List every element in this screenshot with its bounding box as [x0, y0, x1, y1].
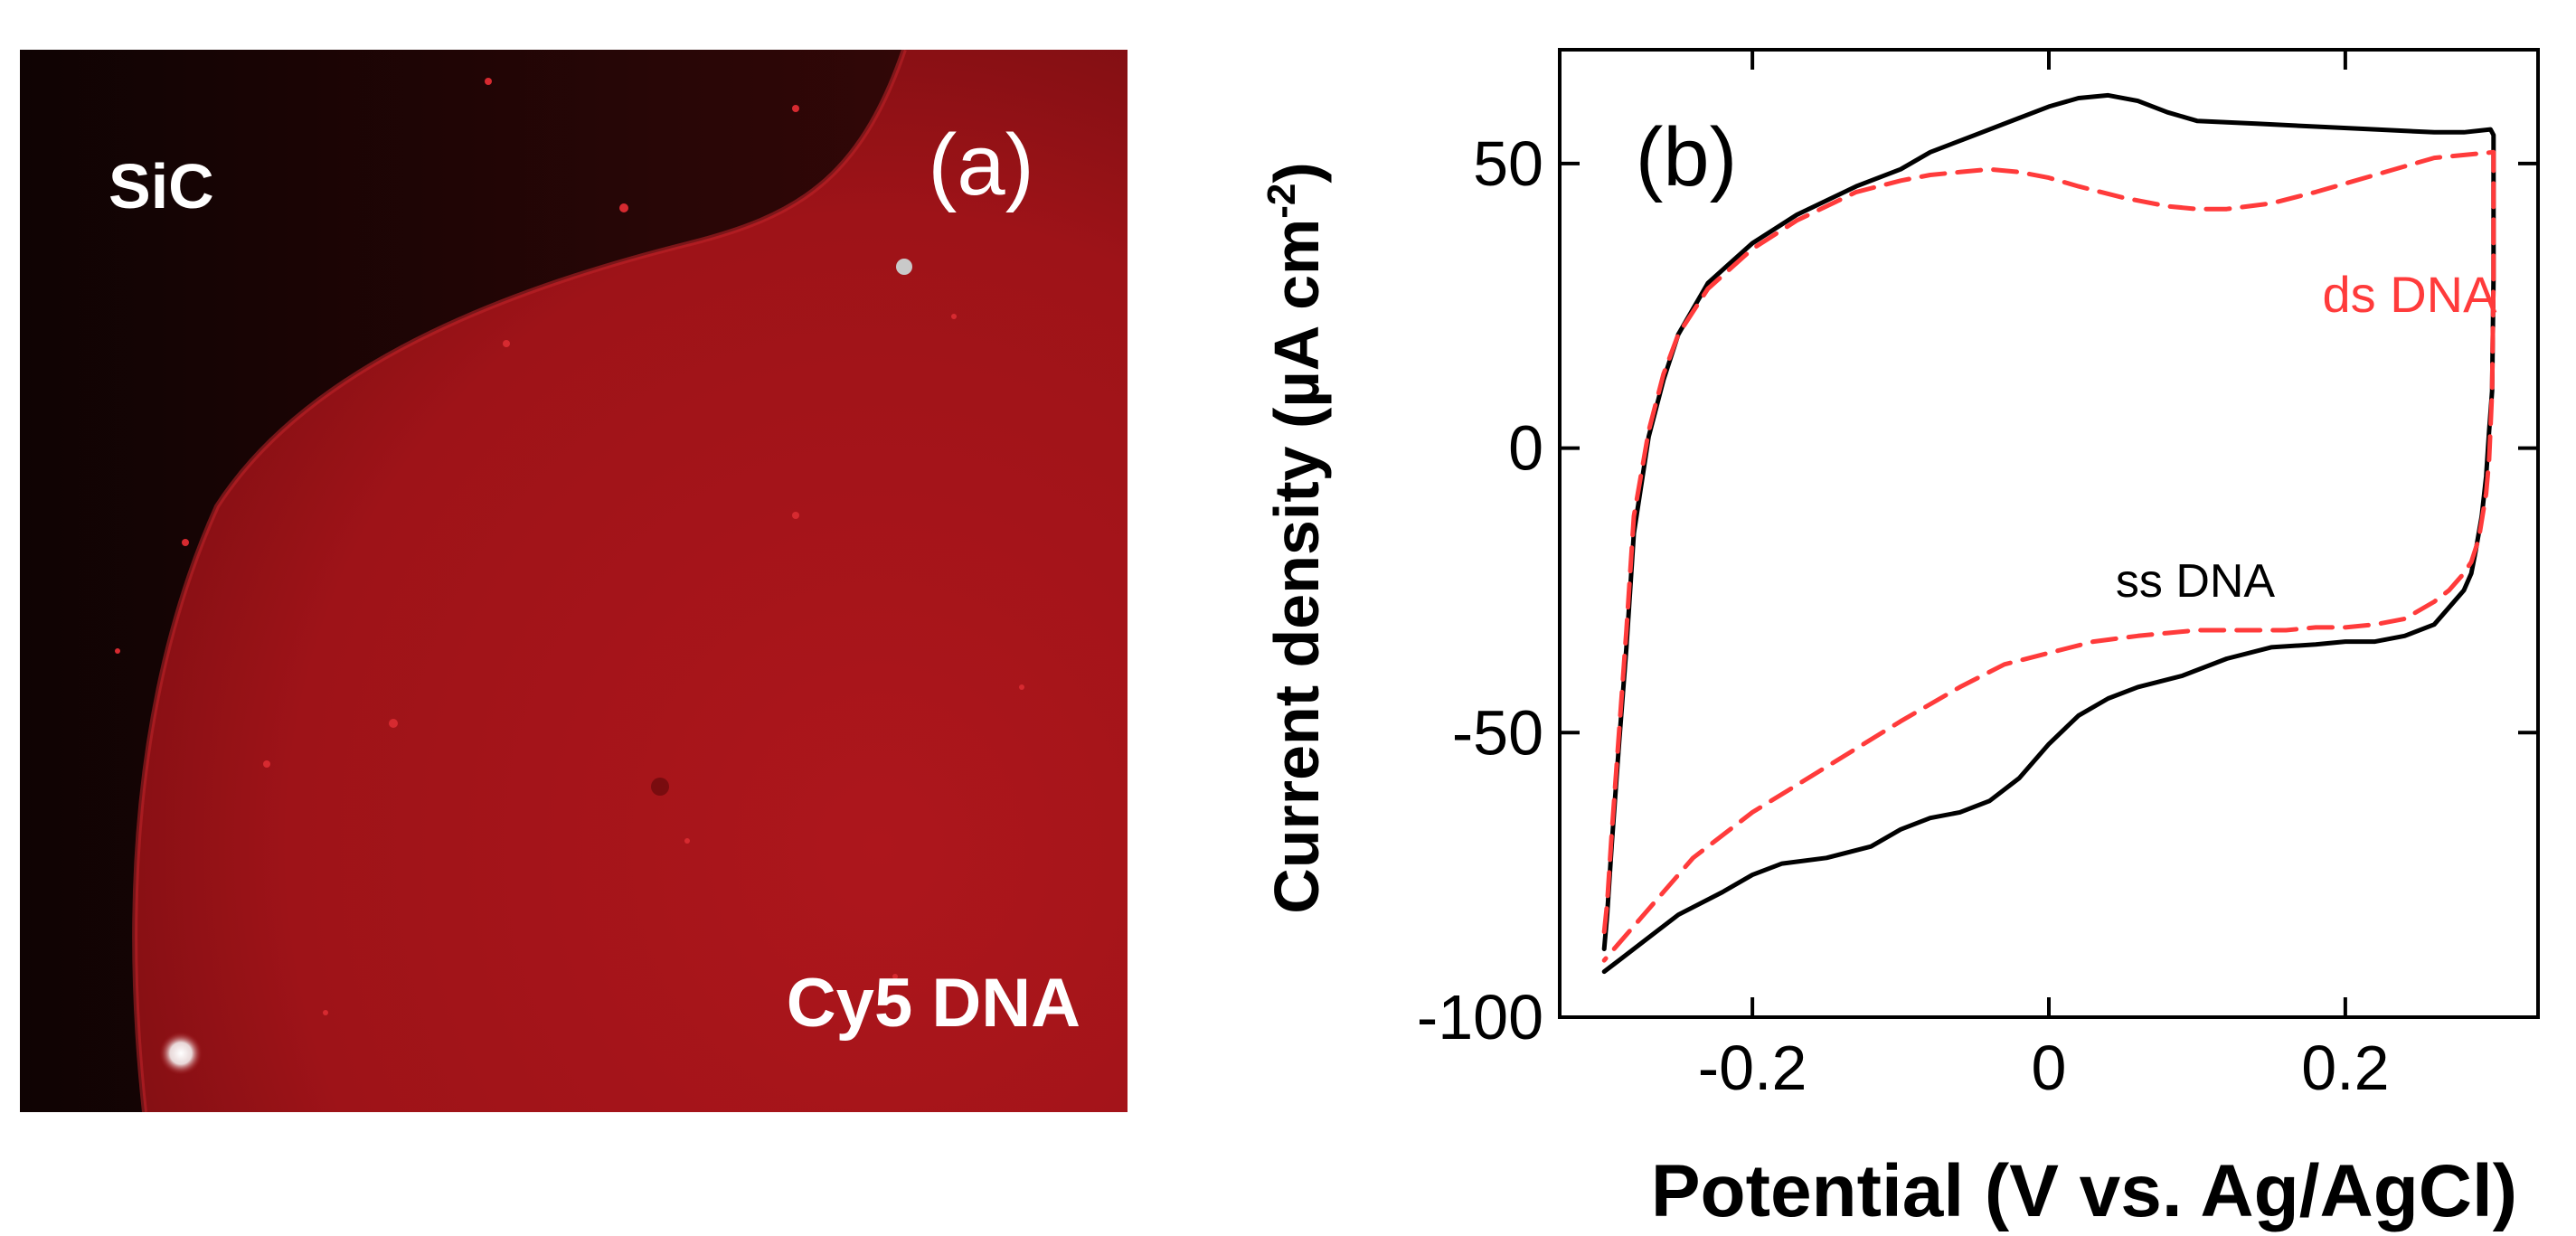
y-tick-label: 0: [1508, 413, 1543, 484]
cy5-dna-region: [135, 50, 1128, 1112]
y-axis-title-main: Current density (µA cm: [1261, 219, 1332, 914]
data-series: [1601, 92, 2496, 975]
y-axis: -100 -50 0 50: [1417, 128, 2538, 1052]
y-axis-title-superscript: -2: [1260, 184, 1304, 219]
x-tick-label: 0.2: [2301, 1033, 2389, 1103]
bright-particle: [896, 259, 912, 275]
y-tick-label: 50: [1473, 128, 1543, 199]
fluorescent-specks: [115, 78, 1024, 1015]
x-axis-title: Potential (V vs. Ag/AgCl): [1651, 1150, 2517, 1232]
bright-particle: [159, 1032, 203, 1075]
dna-region-edge: [132, 50, 907, 1112]
y-tick-label: -50: [1452, 697, 1543, 768]
y-axis-title-close: ): [1261, 162, 1332, 183]
series-line-ss-dna: [1601, 92, 2496, 975]
panel-b-label: (b): [1636, 111, 1737, 203]
y-tick-label: -100: [1417, 982, 1543, 1052]
dark-spot: [651, 778, 669, 796]
sic-label: SiC: [109, 151, 214, 222]
series-line-ds-dna: [1601, 149, 2496, 963]
x-tick-label: -0.2: [1698, 1033, 1807, 1103]
fluorescence-micrograph: [20, 50, 1128, 1112]
x-tick-label: 0: [2032, 1033, 2067, 1103]
x-axis: -0.2 0 0.2: [1698, 50, 2390, 1103]
y-axis-title: Current density (µA cm-2): [1260, 162, 1332, 913]
annotation-ss-dna: ss DNA: [2116, 555, 2276, 608]
annotation-ds-dna: ds DNA: [2323, 266, 2498, 323]
cy5-dna-label: Cy5 DNA: [787, 965, 1080, 1042]
panel-a-label: (a): [928, 117, 1033, 213]
cyclic-voltammogram: -0.2 0 0.2 -100 -50 0 50 (b) ds DNA ss DNA Po…: [1260, 48, 2540, 1232]
